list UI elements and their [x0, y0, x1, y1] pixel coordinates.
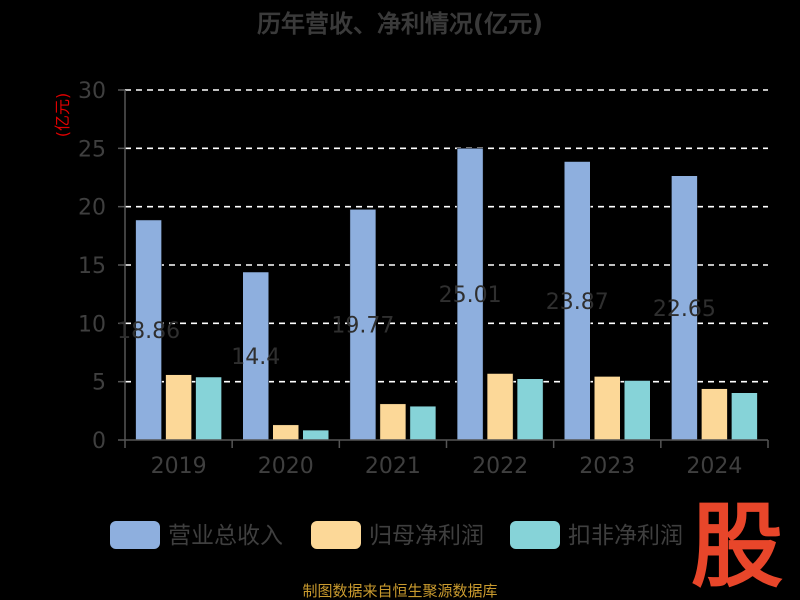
legend-swatch — [311, 521, 361, 549]
legend-swatch — [110, 521, 160, 549]
bar — [165, 374, 192, 441]
chart-title: 历年营收、净利情况(亿元) — [257, 10, 543, 38]
legend: 营业总收入 归母净利润 扣非净利润 — [110, 521, 683, 549]
bar — [731, 392, 758, 441]
x-tick-label: 2022 — [472, 454, 528, 479]
bar — [486, 373, 514, 441]
x-tick-label: 2023 — [579, 454, 635, 479]
legend-label: 营业总收入 — [168, 523, 283, 549]
bar — [516, 378, 544, 441]
bar — [701, 388, 728, 441]
y-tick-label: 5 — [92, 371, 106, 396]
bar — [671, 175, 698, 441]
source-note: 制图数据来自恒生聚源数据库 — [302, 582, 497, 600]
grid-lines — [125, 89, 768, 383]
bar — [302, 429, 329, 441]
bars — [135, 147, 758, 441]
y-tick-label: 15 — [78, 254, 106, 279]
y-tick-label: 30 — [78, 79, 106, 104]
logo: 股 — [691, 493, 783, 600]
bar — [456, 147, 484, 441]
legend-label: 扣非净利润 — [568, 523, 683, 549]
data-label: 19.77 — [331, 314, 394, 339]
legend-swatch — [510, 521, 560, 549]
bar — [409, 405, 437, 441]
y-tick-label: 20 — [78, 196, 106, 221]
data-label: 23.87 — [546, 290, 609, 315]
y-tick-label: 25 — [78, 137, 106, 162]
bar — [564, 161, 591, 441]
x-tick-label: 2020 — [258, 454, 314, 479]
x-tick-label: 2021 — [365, 454, 421, 479]
x-axis: 2019 2020 2021 2022 2023 2024 — [118, 89, 769, 479]
data-label: 22.65 — [653, 297, 716, 322]
data-labels: 18.86 14.4 19.77 25.01 23.87 22.65 — [117, 283, 716, 370]
x-tick-label: 2019 — [151, 454, 207, 479]
bar — [379, 403, 407, 441]
data-label: 25.01 — [439, 283, 502, 308]
bar — [242, 271, 269, 441]
y-axis-ticks: 0 5 10 15 20 25 30 — [78, 79, 106, 454]
bar — [349, 209, 377, 441]
data-label: 18.86 — [117, 319, 180, 344]
bar — [272, 424, 299, 441]
bar — [624, 380, 651, 441]
x-tick-label: 2024 — [686, 454, 742, 479]
y-tick-label: 10 — [78, 312, 106, 337]
legend-label: 归母净利润 — [369, 523, 484, 549]
bar — [135, 219, 162, 441]
bar — [195, 376, 222, 441]
data-label: 14.4 — [231, 345, 280, 370]
y-axis-label: (亿元) — [53, 93, 72, 138]
bar — [594, 376, 621, 441]
y-tick-label: 0 — [92, 429, 106, 454]
